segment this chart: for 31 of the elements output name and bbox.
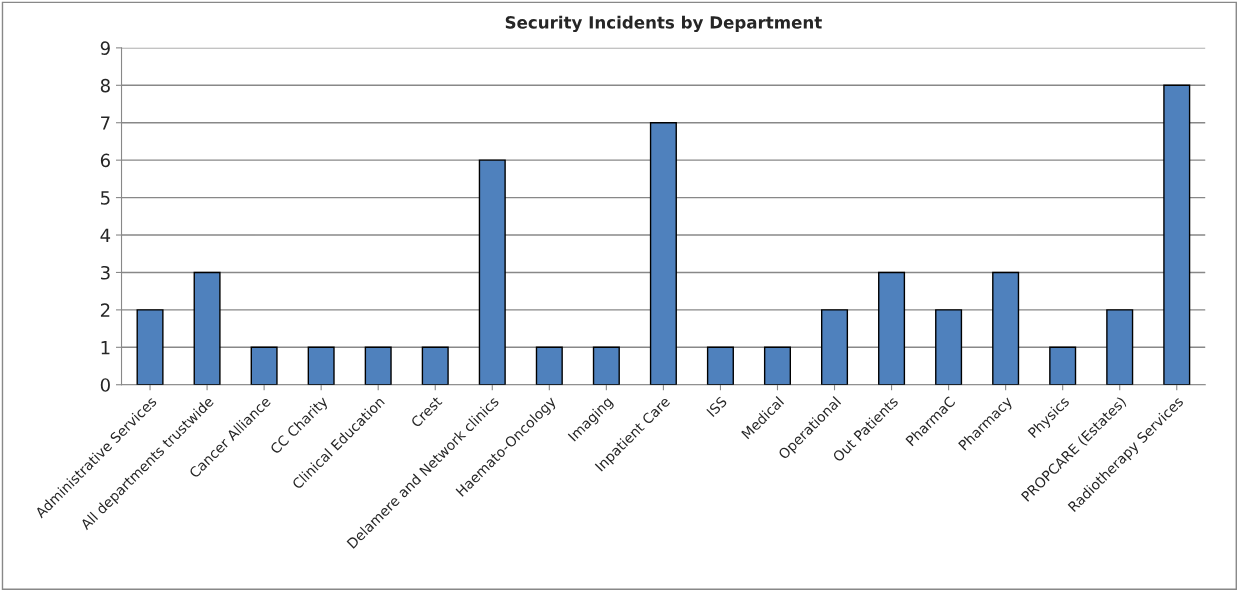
- bar: [535, 346, 563, 385]
- y-tick-label: 4: [100, 228, 111, 242]
- bar: [992, 271, 1020, 385]
- bar: [421, 346, 449, 385]
- chart-title: Security Incidents by Department: [505, 15, 822, 33]
- y-tick-label: 0: [100, 378, 110, 392]
- y-tick-label: 8: [100, 78, 110, 93]
- bar: [136, 309, 164, 385]
- bar: [1049, 346, 1077, 385]
- y-tick-label: 3: [100, 265, 110, 280]
- bar: [1163, 84, 1191, 385]
- bar: [1106, 309, 1134, 385]
- bar: [649, 122, 677, 385]
- y-tick-label: 1: [101, 341, 110, 355]
- y-tick-label: 7: [101, 116, 110, 130]
- bar: [307, 346, 335, 385]
- y-tick-label: 2: [100, 303, 110, 317]
- bar: [706, 346, 734, 385]
- bar: [250, 346, 278, 385]
- bar: [935, 309, 963, 385]
- bar: [820, 309, 849, 385]
- bar: [592, 346, 620, 385]
- x-tick-label: ISS: [706, 395, 728, 418]
- bar: [478, 159, 506, 385]
- bar: [878, 271, 906, 385]
- y-tick-label: 9: [100, 41, 110, 55]
- bar: [193, 271, 221, 385]
- y-tick-label: 5: [101, 191, 110, 205]
- y-tick-label: 6: [100, 153, 110, 168]
- bar: [364, 346, 392, 385]
- bar: [763, 346, 792, 385]
